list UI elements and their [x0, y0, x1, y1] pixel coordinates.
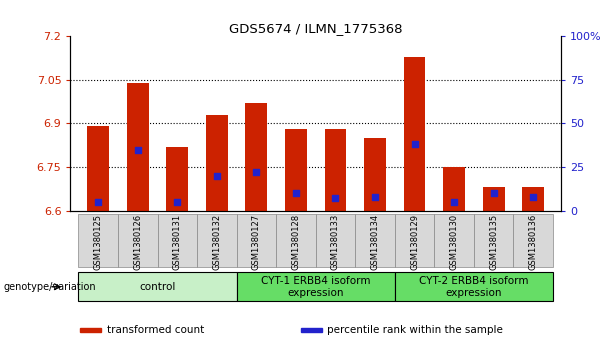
Text: GSM1380135: GSM1380135 [489, 213, 498, 270]
Text: control: control [139, 282, 176, 292]
FancyBboxPatch shape [237, 213, 276, 268]
Bar [364, 138, 386, 211]
Text: GSM1380133: GSM1380133 [331, 213, 340, 270]
FancyBboxPatch shape [118, 213, 158, 268]
Point [172, 199, 182, 205]
Text: GSM1380130: GSM1380130 [449, 213, 459, 270]
FancyBboxPatch shape [356, 213, 395, 268]
Text: GSM1380128: GSM1380128 [291, 213, 300, 270]
Bar [80, 328, 101, 332]
FancyBboxPatch shape [395, 213, 435, 268]
Bar [443, 167, 465, 211]
FancyBboxPatch shape [78, 213, 118, 268]
Text: GSM1380136: GSM1380136 [528, 213, 538, 270]
Bar [522, 187, 544, 211]
Text: GSM1380127: GSM1380127 [252, 213, 261, 270]
Text: percentile rank within the sample: percentile rank within the sample [327, 325, 503, 335]
Title: GDS5674 / ILMN_1775368: GDS5674 / ILMN_1775368 [229, 22, 403, 35]
Bar [166, 147, 188, 211]
Point [251, 169, 261, 175]
Text: genotype/variation: genotype/variation [3, 282, 96, 292]
FancyBboxPatch shape [474, 213, 514, 268]
Text: CYT-1 ERBB4 isoform
expression: CYT-1 ERBB4 isoform expression [261, 276, 370, 298]
Point [93, 199, 103, 205]
FancyBboxPatch shape [435, 213, 474, 268]
Text: GSM1380126: GSM1380126 [133, 213, 142, 270]
FancyBboxPatch shape [158, 213, 197, 268]
FancyBboxPatch shape [237, 272, 395, 301]
Point [133, 147, 143, 152]
Point [409, 142, 419, 147]
Bar [285, 129, 306, 211]
FancyBboxPatch shape [276, 213, 316, 268]
Point [528, 194, 538, 200]
Point [330, 195, 340, 201]
Point [291, 190, 301, 196]
FancyBboxPatch shape [395, 272, 553, 301]
Text: CYT-2 ERBB4 isoform
expression: CYT-2 ERBB4 isoform expression [419, 276, 528, 298]
Bar [483, 187, 504, 211]
FancyBboxPatch shape [197, 213, 237, 268]
Text: transformed count: transformed count [107, 325, 204, 335]
Bar [245, 103, 267, 211]
Point [489, 190, 498, 196]
Text: GSM1380129: GSM1380129 [410, 213, 419, 270]
Bar [301, 328, 322, 332]
Text: GSM1380134: GSM1380134 [370, 213, 379, 270]
Bar [206, 115, 227, 211]
Point [212, 173, 222, 179]
FancyBboxPatch shape [316, 213, 356, 268]
Bar [127, 83, 148, 211]
Text: GSM1380125: GSM1380125 [94, 213, 103, 270]
Bar [404, 57, 425, 211]
FancyBboxPatch shape [78, 272, 237, 301]
Text: GSM1380132: GSM1380132 [212, 213, 221, 270]
Bar [325, 129, 346, 211]
Text: GSM1380131: GSM1380131 [173, 213, 182, 270]
FancyBboxPatch shape [514, 213, 553, 268]
Point [370, 194, 380, 200]
Bar [87, 126, 109, 211]
Point [449, 199, 459, 205]
